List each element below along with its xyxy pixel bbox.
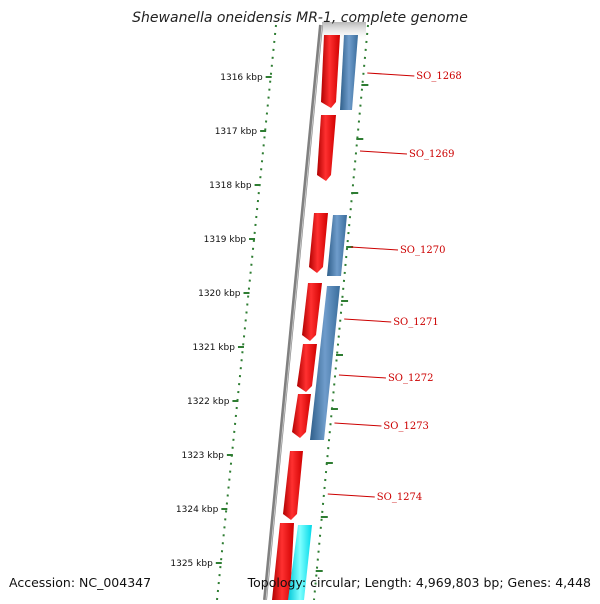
gene-leader-line <box>344 318 392 323</box>
gene-label[interactable]: SO_1274 <box>377 492 423 503</box>
cds-arrow <box>283 451 303 520</box>
ruler-tick-label: 1320 kbp <box>198 289 241 299</box>
cds-block <box>327 215 347 276</box>
gene-label[interactable]: SO_1273 <box>383 421 429 432</box>
ruler-tick-label: 1324 kbp <box>176 505 219 515</box>
cds-arrow <box>292 394 311 438</box>
gene-leader-line <box>367 72 415 77</box>
gene-leader-line <box>327 493 375 498</box>
cds-arrow <box>297 344 317 392</box>
gene-leader-line <box>334 422 382 427</box>
ruler-tick-label: 1317 kbp <box>215 127 258 137</box>
cds-arrow <box>317 115 336 181</box>
gene-leader-line <box>338 374 386 379</box>
ruler-tick-label: 1319 kbp <box>204 235 247 245</box>
ruler-ticks <box>215 76 369 572</box>
ruler-tick-label: 1325 kbp <box>170 559 213 569</box>
accession-label: Accession: NC_004347 <box>9 575 152 590</box>
cds-block <box>340 35 358 110</box>
cds-arrow <box>309 213 328 273</box>
outer-ruler-ring <box>313 24 369 601</box>
tick-labels: 1316 kbp 1317 kbp 1318 kbp 1319 kbp 1320 kbp… <box>170 73 263 569</box>
reverse-cds-track <box>310 35 358 440</box>
gene-label[interactable]: SO_1269 <box>409 149 455 160</box>
gene-label[interactable]: SO_1272 <box>388 373 434 384</box>
gene-label[interactable]: SO_1270 <box>400 245 446 256</box>
cds-arrow <box>321 35 340 108</box>
genome-title: Shewanella oneidensis MR-1, complete gen… <box>132 10 468 26</box>
ruler-tick-label: 1322 kbp <box>187 397 230 407</box>
gene-label[interactable]: SO_1268 <box>416 71 462 82</box>
cds-arrow <box>272 523 294 600</box>
ruler-tick-label: 1323 kbp <box>181 451 224 461</box>
ruler-tick-label: 1321 kbp <box>193 343 236 353</box>
ruler-tick-label: 1318 kbp <box>209 181 252 191</box>
misc-feature <box>288 525 312 600</box>
topology-summary: Topology: circular; Length: 4,969,803 bp… <box>247 575 591 590</box>
forward-cds-track <box>272 35 340 600</box>
cds-block <box>310 286 340 440</box>
gene-labels: SO_1268 SO_1269 SO_1270 SO_1271 SO_1272 SO_12… <box>327 71 462 503</box>
gene-label[interactable]: SO_1271 <box>393 317 439 328</box>
gene-leader-line <box>350 246 398 251</box>
inner-ruler-ring <box>216 24 277 601</box>
ruler-tick-label: 1316 kbp <box>220 73 263 83</box>
genome-backbone <box>263 24 323 601</box>
gene-leader-line <box>359 150 408 155</box>
cds-arrow <box>302 283 322 341</box>
